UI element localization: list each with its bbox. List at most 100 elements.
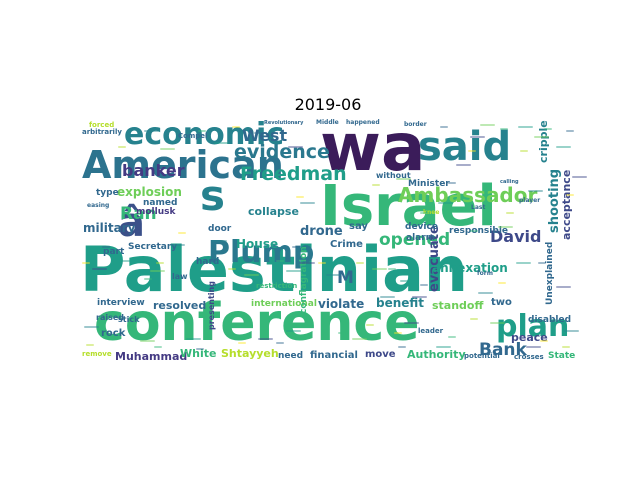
filler-word-55 — [326, 274, 341, 276]
word-61: alarm — [406, 233, 435, 243]
word-68: conflagration — [299, 246, 309, 314]
word-36: White — [180, 347, 216, 360]
filler-word-39 — [380, 296, 395, 298]
filler-word-6 — [296, 196, 304, 198]
word-50: responsible — [449, 226, 508, 236]
filler-word-16 — [520, 150, 528, 152]
filler-word-86 — [232, 126, 240, 128]
filler-word-24 — [506, 212, 514, 214]
filler-word-3 — [214, 142, 229, 144]
filler-word-11 — [438, 202, 453, 204]
word-22: drone — [300, 224, 343, 239]
filler-word-34 — [448, 336, 456, 338]
filler-word-49 — [244, 274, 259, 276]
filler-word-77 — [526, 346, 541, 348]
filler-word-53 — [300, 262, 315, 264]
word-82: easing — [87, 202, 109, 209]
filler-word-58 — [388, 268, 396, 270]
filler-word-18 — [544, 128, 552, 130]
filler-word-35 — [436, 346, 451, 348]
word-80: border — [404, 121, 427, 128]
word-31: resolved — [153, 299, 206, 312]
filler-word-63 — [170, 244, 185, 246]
word-45: international — [251, 299, 317, 309]
word-12: evidence — [234, 141, 330, 163]
word-54: door — [208, 224, 232, 234]
word-5: said — [418, 124, 511, 170]
filler-word-36 — [398, 346, 406, 348]
word-78: Middle — [316, 119, 339, 126]
word-64: stick — [118, 315, 140, 324]
filler-word-19 — [556, 146, 571, 148]
filler-word-67 — [120, 260, 135, 262]
word-28: annexation — [432, 261, 508, 275]
word-48: State — [548, 351, 575, 361]
word-39: cripple — [537, 120, 550, 163]
word-44: interview — [97, 298, 145, 308]
word-6: â — [118, 200, 145, 246]
filler-word-76 — [196, 348, 204, 350]
word-76: without — [376, 171, 411, 180]
filler-word-48 — [228, 268, 236, 270]
filler-word-12 — [448, 182, 456, 184]
filler-word-51 — [286, 270, 301, 272]
filler-word-60 — [420, 284, 428, 286]
filler-word-71 — [84, 326, 99, 328]
word-69: restriction — [256, 282, 297, 290]
word-16: opened — [379, 230, 450, 250]
word-75: Compel — [178, 132, 207, 140]
word-81: form — [477, 270, 493, 277]
filler-word-62 — [178, 232, 186, 234]
word-67: law — [172, 272, 188, 281]
filler-word-46 — [238, 342, 246, 344]
word-72: crosses — [514, 353, 544, 361]
filler-word-37 — [404, 322, 419, 324]
filler-word-73 — [140, 340, 155, 342]
word-29: benefit — [376, 296, 424, 310]
filler-word-75 — [186, 338, 201, 340]
filler-word-15 — [486, 140, 501, 142]
filler-word-8 — [372, 184, 380, 186]
word-42: Secretary — [128, 242, 177, 252]
word-73: arbitrarily — [82, 128, 122, 136]
word-37: peace — [511, 331, 548, 344]
word-23: evacuate — [427, 225, 442, 292]
filler-word-80 — [562, 346, 570, 348]
word-49: disabled — [528, 315, 571, 325]
word-56: hard — [196, 257, 219, 267]
filler-word-0 — [118, 146, 126, 148]
word-4: American — [82, 143, 284, 187]
filler-word-78 — [540, 340, 548, 342]
filler-word-52 — [292, 246, 300, 248]
word-27: House — [236, 237, 278, 251]
word-17: Bank — [479, 340, 528, 360]
word-86: calling — [500, 179, 519, 185]
filler-word-68 — [102, 246, 110, 248]
filler-word-5 — [288, 146, 303, 148]
filler-word-69 — [92, 268, 107, 270]
word-41: mollusk — [136, 207, 176, 217]
filler-word-50 — [276, 260, 284, 262]
filler-word-81 — [480, 124, 495, 126]
word-9: economic — [124, 117, 284, 152]
word-55: part — [103, 247, 125, 257]
word-34: Shtayyeh — [221, 347, 279, 360]
word-60: need — [278, 351, 303, 361]
word-35: Muhammad — [115, 350, 187, 363]
filler-word-32 — [470, 318, 478, 320]
word-57: type — [96, 188, 119, 198]
word-70: leader — [418, 327, 444, 335]
filler-word-65 — [150, 270, 165, 272]
filler-word-40 — [366, 324, 374, 326]
filler-word-27 — [516, 262, 531, 264]
filler-word-87 — [144, 130, 159, 132]
filler-word-70 — [82, 262, 90, 264]
filler-word-20 — [566, 130, 574, 132]
filler-word-57 — [372, 268, 387, 270]
word-11: Ambassador — [398, 183, 537, 207]
word-63: presenting — [207, 281, 216, 330]
filler-word-28 — [538, 262, 546, 264]
word-21: explosion — [117, 185, 182, 199]
filler-word-64 — [156, 262, 164, 264]
